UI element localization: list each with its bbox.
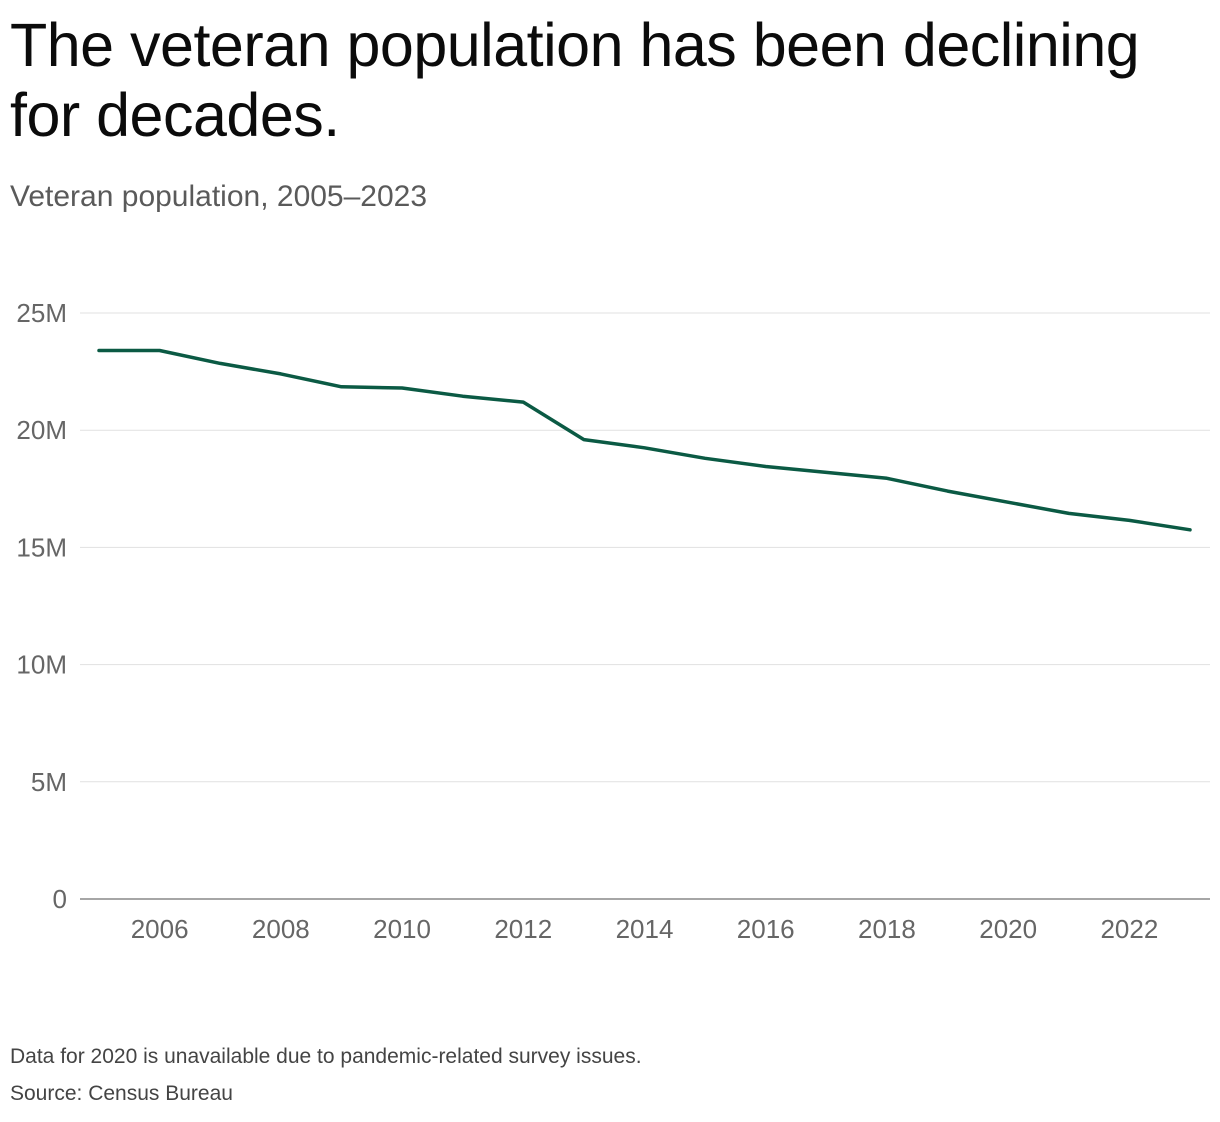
y-tick-label: 5M	[31, 767, 67, 797]
chart-footnote: Data for 2020 is unavailable due to pand…	[10, 1045, 642, 1068]
y-tick-label: 0	[53, 884, 67, 914]
x-tick-label: 2006	[131, 914, 189, 944]
series-line-veteran-population	[97, 348, 1192, 532]
x-tick-label: 2022	[1100, 914, 1158, 944]
y-tick-label: 15M	[16, 532, 67, 562]
x-tick-label: 2010	[373, 914, 431, 944]
x-tick-label: 2014	[616, 914, 674, 944]
chart-title: The veteran population has been declinin…	[10, 11, 1140, 149]
x-tick-label: 2020	[979, 914, 1037, 944]
chart-subtitle: Veteran population, 2005–2023	[10, 180, 428, 213]
x-tick-label: 2012	[494, 914, 552, 944]
y-tick-label: 20M	[16, 415, 67, 445]
chart-source: Source: Census Bureau	[10, 1082, 233, 1105]
y-tick-label: 10M	[16, 650, 67, 680]
x-tick-label: 2018	[858, 914, 916, 944]
y-tick-label: 25M	[16, 298, 67, 328]
x-tick-label: 2016	[737, 914, 795, 944]
x-tick-label: 2008	[252, 914, 310, 944]
